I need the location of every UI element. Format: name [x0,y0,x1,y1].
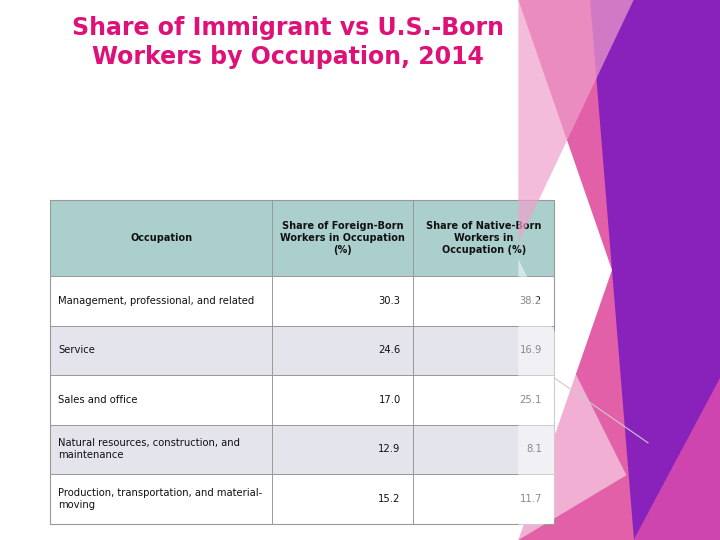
Bar [50,276,554,326]
Text: 15.2: 15.2 [378,494,400,504]
Text: 16.9: 16.9 [519,345,541,355]
Text: Share of Foreign-Born
Workers in Occupation
(%): Share of Foreign-Born Workers in Occupat… [280,221,405,255]
Text: 30.3: 30.3 [379,296,400,306]
Text: Share of Native-Born
Workers in
Occupation (%): Share of Native-Born Workers in Occupati… [426,221,541,255]
Text: 38.2: 38.2 [520,296,541,306]
Text: Occupation: Occupation [130,233,192,243]
Bar [50,200,554,276]
Text: Production, transportation, and material-
moving: Production, transportation, and material… [58,488,262,510]
Text: 11.7: 11.7 [519,494,541,504]
Text: 24.6: 24.6 [379,345,400,355]
Text: Sales and office: Sales and office [58,395,138,405]
Text: 12.9: 12.9 [378,444,400,455]
Text: 8.1: 8.1 [526,444,541,455]
Text: Natural resources, construction, and
maintenance: Natural resources, construction, and mai… [58,438,240,461]
Bar [50,424,554,474]
Text: Service: Service [58,345,95,355]
Text: 17.0: 17.0 [379,395,400,405]
Text: Share of Immigrant vs U.S.-Born
Workers by Occupation, 2014: Share of Immigrant vs U.S.-Born Workers … [72,16,504,69]
Bar [50,375,554,424]
Text: Management, professional, and related: Management, professional, and related [58,296,254,306]
Text: 25.1: 25.1 [519,395,541,405]
Bar [50,326,554,375]
Bar [50,474,554,524]
